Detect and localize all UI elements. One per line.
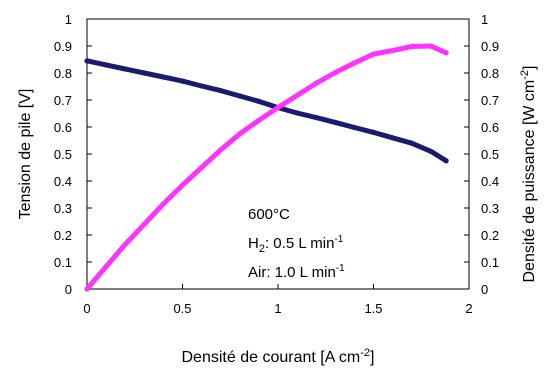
annotation-h2: H2: 0.5 L min-1 xyxy=(248,234,344,255)
series-2-point xyxy=(370,51,377,57)
x-tick-label: 1 xyxy=(274,301,281,316)
series-1-point xyxy=(332,119,338,126)
y-tick-label: 0.5 xyxy=(54,147,72,162)
series-1-point xyxy=(409,140,415,146)
y2-tick-label: 0 xyxy=(481,282,488,297)
series-2-point xyxy=(256,117,262,123)
y2-tick-label: 0.5 xyxy=(481,147,499,162)
series-2-point xyxy=(443,50,449,56)
y2-tick-label: 1 xyxy=(481,12,488,27)
x-axis-title: Densité de courant [A cm-2] xyxy=(182,347,375,366)
series-2-point xyxy=(313,80,319,86)
series-line-2 xyxy=(84,43,449,292)
series-1-point xyxy=(390,135,396,141)
y-tick-label: 0.6 xyxy=(54,120,72,135)
x-tick-label: 0 xyxy=(83,301,90,316)
series-layer xyxy=(84,43,449,292)
y2-tick-label: 0.3 xyxy=(481,201,499,216)
series-1-point xyxy=(313,114,319,121)
series-2-point xyxy=(237,131,243,137)
series-1-point xyxy=(199,83,205,89)
series-1-point xyxy=(160,74,166,80)
y2-tick-label: 0.4 xyxy=(481,174,499,189)
y-tick-label: 0.9 xyxy=(54,39,72,54)
y-tick-label: 0.1 xyxy=(54,255,72,270)
series-2-point xyxy=(122,241,128,248)
x-tick-label: 2 xyxy=(465,301,472,316)
series-1-point xyxy=(122,66,128,72)
series-2-point xyxy=(332,69,338,76)
y-tick-label: 0.8 xyxy=(54,66,72,81)
annotation-temperature: 600°C xyxy=(248,206,290,223)
y-tick-label: 1 xyxy=(65,12,72,27)
series-2-point xyxy=(199,164,205,171)
series-1-point xyxy=(428,148,434,154)
series-line-1 xyxy=(84,58,449,164)
y2-tick-label: 0.6 xyxy=(481,120,499,135)
series-2-point xyxy=(294,92,300,99)
series-2-point xyxy=(351,60,357,66)
annotation-air: Air: 1.0 L min-1 xyxy=(248,263,345,281)
series-1-point xyxy=(103,62,109,68)
series-1-point xyxy=(237,93,243,99)
series-1-point xyxy=(370,129,377,135)
series-2-point xyxy=(428,43,434,49)
series-2-point xyxy=(141,221,147,227)
series-2-point xyxy=(390,47,396,54)
y2-tick-label: 0.1 xyxy=(481,255,499,270)
series-1-point xyxy=(179,78,186,84)
plot-area xyxy=(86,18,470,290)
series-2-point xyxy=(409,43,415,50)
series-1-point xyxy=(443,158,449,164)
series-1-point xyxy=(351,124,357,131)
series-1-point xyxy=(294,110,300,116)
series-2-point xyxy=(179,182,186,188)
series-2-point xyxy=(275,104,281,111)
series-2-point xyxy=(218,147,224,153)
series-2-point xyxy=(84,286,90,292)
y2-tick-label: 0.2 xyxy=(481,228,499,243)
y2-axis-title: Densité de puissance [W cm-2] xyxy=(519,66,538,283)
series-1-point xyxy=(256,98,262,104)
series-1-point xyxy=(141,70,147,76)
y2-tick-label: 0.7 xyxy=(481,93,499,108)
x-tick-label: 1.5 xyxy=(364,301,382,316)
series-1-point xyxy=(218,87,224,94)
series-2-point xyxy=(103,263,109,270)
y2-tick-label: 0.8 xyxy=(481,66,499,81)
y2-tick-label: 0.9 xyxy=(481,39,499,54)
ticks-layer: 0 0.5 1 1.5 200.10.20.30.40.50.60.70.80.9100… xyxy=(54,12,499,316)
series-2-point xyxy=(160,201,166,207)
y-tick-label: 0.7 xyxy=(54,93,72,108)
series-1-point xyxy=(84,58,90,64)
y-tick-label: 0 xyxy=(65,282,72,297)
y-tick-label: 0.4 xyxy=(54,174,72,189)
x-tick-label: 0.5 xyxy=(173,301,191,316)
y-tick-label: 0.2 xyxy=(54,228,72,243)
y-axis-title: Tension de pile [V] xyxy=(17,89,34,220)
y-tick-label: 0.3 xyxy=(54,201,72,216)
